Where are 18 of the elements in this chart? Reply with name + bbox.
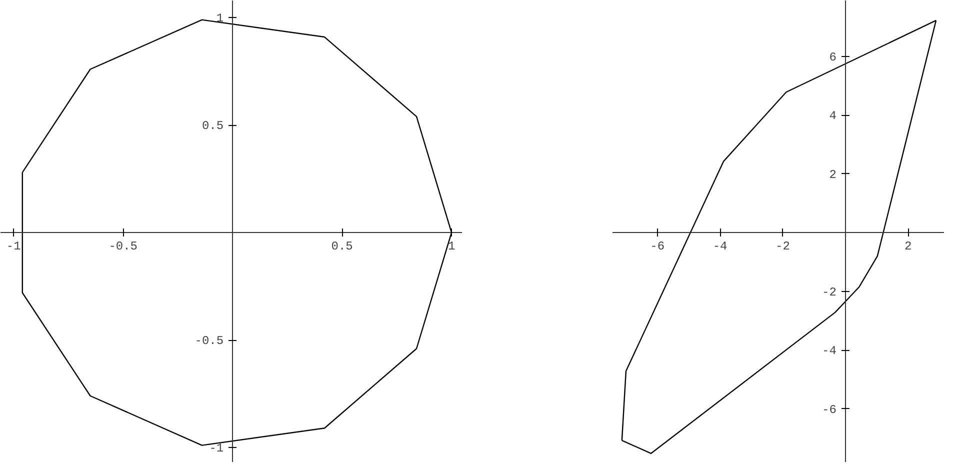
x-tick-label: -1 <box>6 240 21 254</box>
x-tick-label: 1 <box>448 240 456 254</box>
y-tick-label: 4 <box>829 109 836 124</box>
y-tick-label: -6 <box>822 402 836 417</box>
x-tick-label: 0.5 <box>331 240 353 254</box>
y-tick-label: 1 <box>216 12 224 26</box>
y-tick-label: 0.5 <box>202 119 224 134</box>
y-tick-label: 2 <box>829 168 836 182</box>
y-tick-label: -0.5 <box>194 334 224 348</box>
x-tick-label: 2 <box>904 240 912 254</box>
x-tick-label: -0.5 <box>108 240 138 254</box>
y-tick-label: -4 <box>822 344 836 358</box>
y-tick-label: 6 <box>829 50 836 64</box>
x-tick-label: -6 <box>650 240 665 254</box>
x-tick-label: -2 <box>776 240 790 254</box>
x-tick-label: -4 <box>712 240 728 254</box>
y-tick-label: -2 <box>822 285 836 300</box>
y-tick-label: -1 <box>209 441 224 456</box>
